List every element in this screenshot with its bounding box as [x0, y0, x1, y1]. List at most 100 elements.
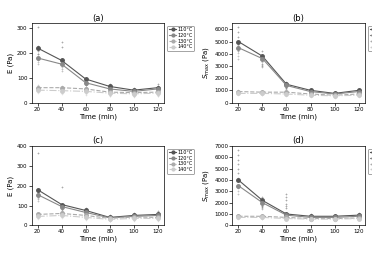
Point [59, 206, 65, 210]
Point [308, 93, 314, 97]
Point [131, 92, 137, 97]
Point [83, 216, 89, 220]
130°C [284, 91, 289, 94]
Point [331, 215, 337, 219]
120°C [308, 90, 313, 93]
Point [83, 88, 89, 92]
Point [59, 206, 65, 210]
Point [331, 217, 337, 221]
120°C [356, 90, 361, 93]
Point [260, 92, 266, 96]
Point [235, 183, 241, 187]
Point [83, 80, 89, 84]
Point [35, 89, 41, 93]
Point [83, 206, 89, 211]
Point [59, 57, 65, 61]
Point [235, 217, 241, 221]
130°C [155, 216, 160, 219]
Point [308, 89, 314, 93]
Point [356, 95, 362, 99]
110°C [332, 215, 337, 218]
110°C [332, 92, 337, 95]
Point [107, 217, 113, 221]
Point [356, 92, 362, 96]
Line: 140°C: 140°C [36, 214, 160, 221]
Point [283, 216, 289, 220]
Point [235, 212, 241, 217]
110°C [155, 86, 160, 89]
Point [155, 217, 161, 221]
Point [59, 214, 65, 218]
Point [59, 63, 65, 68]
Point [308, 91, 314, 96]
Point [356, 215, 362, 219]
130°C [308, 217, 313, 220]
Point [131, 91, 137, 95]
Point [235, 47, 241, 51]
110°C [155, 213, 160, 216]
Point [107, 86, 113, 90]
Point [131, 88, 137, 92]
Point [107, 219, 113, 223]
Point [131, 215, 137, 219]
Point [283, 218, 289, 222]
Point [331, 217, 337, 221]
Point [35, 86, 41, 90]
Point [59, 90, 65, 94]
Point [107, 213, 113, 218]
Point [308, 212, 314, 216]
Point [260, 90, 266, 94]
Point [283, 81, 289, 85]
140°C [260, 92, 265, 95]
Point [331, 218, 337, 222]
Point [155, 217, 161, 221]
Point [107, 90, 113, 94]
Point [356, 217, 362, 221]
Point [59, 214, 65, 218]
Point [308, 91, 314, 95]
Point [331, 92, 337, 96]
Point [155, 213, 161, 217]
Point [131, 89, 137, 93]
Point [260, 63, 266, 67]
130°C [356, 217, 361, 220]
Point [35, 55, 41, 59]
Point [83, 213, 89, 217]
Point [35, 213, 41, 217]
Point [35, 214, 41, 218]
Title: (b): (b) [292, 13, 304, 23]
Point [155, 219, 161, 223]
Point [356, 216, 362, 220]
Point [331, 216, 337, 220]
120°C [284, 84, 289, 87]
Point [59, 87, 65, 91]
110°C [108, 216, 112, 219]
Point [356, 91, 362, 95]
Point [260, 199, 266, 204]
Point [356, 93, 362, 97]
120°C [260, 57, 265, 60]
Point [35, 91, 41, 95]
Point [235, 90, 241, 94]
Point [35, 188, 41, 192]
Point [331, 217, 337, 221]
Point [83, 213, 89, 217]
Point [131, 94, 137, 98]
Point [107, 218, 113, 222]
Point [308, 94, 314, 98]
120°C [332, 216, 337, 219]
Point [59, 45, 65, 49]
Point [308, 217, 314, 221]
Point [331, 218, 337, 222]
Point [260, 195, 266, 199]
Point [83, 217, 89, 221]
Point [131, 214, 137, 219]
Point [260, 198, 266, 203]
Point [83, 79, 89, 83]
Point [131, 91, 137, 95]
Point [83, 85, 89, 89]
Point [260, 58, 266, 62]
Point [235, 176, 241, 180]
Point [331, 217, 337, 221]
Point [331, 219, 337, 223]
